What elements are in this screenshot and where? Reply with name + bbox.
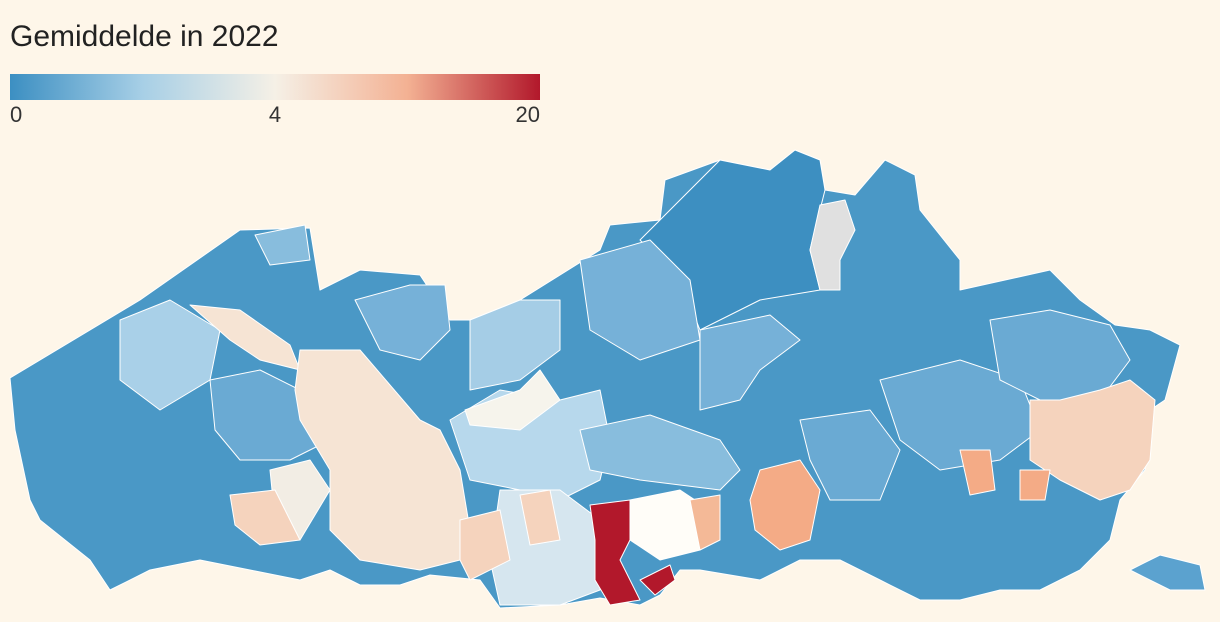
legend-bar: [10, 74, 540, 100]
region: [254, 224, 311, 266]
region: [989, 309, 1131, 401]
region: [799, 409, 901, 501]
title: Gemiddelde in 2022: [10, 20, 279, 53]
region: [459, 509, 511, 581]
region: [1029, 379, 1156, 501]
region: [579, 414, 741, 491]
region: [294, 349, 471, 571]
region: [464, 369, 561, 431]
region: [469, 299, 561, 391]
region: [229, 489, 301, 546]
region: [1019, 469, 1051, 501]
region: [699, 314, 801, 411]
region: [639, 564, 676, 596]
region: [1129, 554, 1206, 591]
region: [959, 449, 996, 496]
legend-tick-label: 0: [10, 102, 22, 127]
region: [749, 459, 821, 551]
legend-ticks: 0 4 20: [10, 102, 540, 127]
region: [809, 199, 856, 291]
region: [689, 494, 721, 551]
map: [9, 149, 1206, 609]
legend-tick-label: 4: [269, 102, 281, 127]
region: [519, 489, 561, 546]
legend-tick-label: 20: [516, 102, 540, 127]
region: [354, 284, 451, 361]
region: [879, 359, 1041, 471]
